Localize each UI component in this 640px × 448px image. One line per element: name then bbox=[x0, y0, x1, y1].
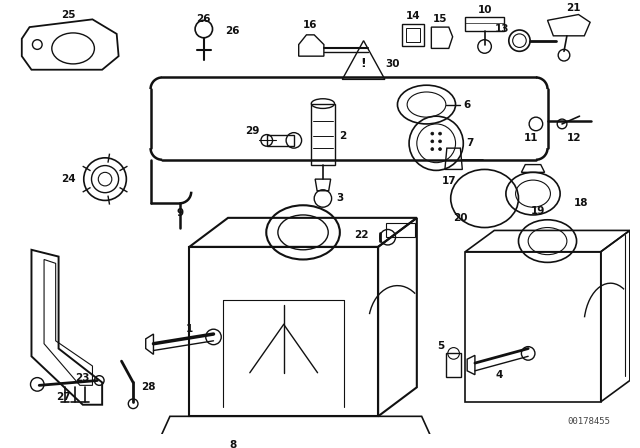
Text: 26: 26 bbox=[196, 14, 211, 24]
Text: 4: 4 bbox=[495, 370, 503, 380]
Circle shape bbox=[438, 148, 442, 151]
Text: 1: 1 bbox=[186, 324, 193, 334]
Text: 21: 21 bbox=[566, 3, 581, 13]
Text: 13: 13 bbox=[495, 24, 509, 34]
Text: !: ! bbox=[361, 57, 367, 70]
Text: 3: 3 bbox=[337, 194, 344, 203]
Text: 28: 28 bbox=[141, 382, 156, 392]
Circle shape bbox=[438, 140, 442, 143]
Text: 6: 6 bbox=[463, 99, 471, 110]
Text: 19: 19 bbox=[531, 206, 545, 216]
Circle shape bbox=[431, 140, 434, 143]
Text: 25: 25 bbox=[61, 9, 76, 20]
Text: 17: 17 bbox=[442, 176, 456, 186]
Text: 8: 8 bbox=[229, 440, 237, 448]
Text: 11: 11 bbox=[524, 134, 538, 143]
Text: 29: 29 bbox=[245, 126, 259, 136]
Text: 22: 22 bbox=[354, 230, 369, 240]
Text: 20: 20 bbox=[453, 213, 468, 223]
Circle shape bbox=[431, 148, 434, 151]
Text: 14: 14 bbox=[406, 12, 420, 22]
Text: 27: 27 bbox=[56, 392, 71, 402]
Circle shape bbox=[431, 132, 434, 135]
Text: 23: 23 bbox=[76, 373, 90, 383]
Text: 12: 12 bbox=[566, 134, 581, 143]
Text: 15: 15 bbox=[433, 14, 447, 24]
Text: 30: 30 bbox=[385, 59, 400, 69]
Text: 9: 9 bbox=[176, 208, 183, 218]
Text: 18: 18 bbox=[574, 198, 589, 208]
Text: 00178455: 00178455 bbox=[568, 417, 611, 426]
Text: 5: 5 bbox=[437, 340, 445, 351]
Text: 7: 7 bbox=[467, 138, 474, 148]
Text: 10: 10 bbox=[477, 4, 492, 15]
Text: 16: 16 bbox=[303, 20, 317, 30]
Text: 2: 2 bbox=[339, 130, 346, 141]
Circle shape bbox=[438, 132, 442, 135]
Text: 26: 26 bbox=[226, 26, 240, 36]
Text: 24: 24 bbox=[61, 174, 76, 184]
